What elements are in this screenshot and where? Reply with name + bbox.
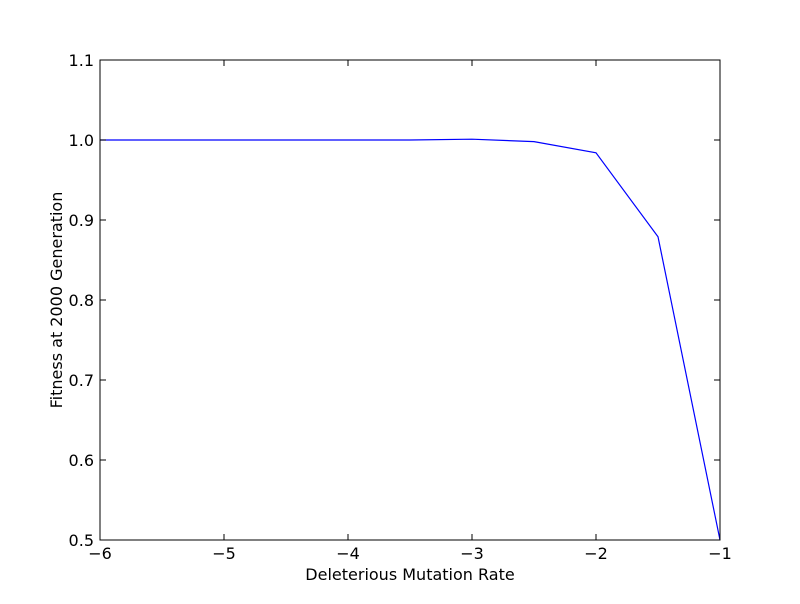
x-tick-label: −5: [212, 544, 236, 563]
x-tick-label: −2: [584, 544, 608, 563]
x-tick-label: −3: [460, 544, 484, 563]
y-tick-label: 0.9: [69, 211, 94, 230]
y-tick-label: 0.6: [69, 451, 94, 470]
series-line-0: [100, 138, 721, 541]
x-tick-label: −4: [336, 544, 360, 563]
y-tick-label: 0.8: [69, 291, 94, 310]
y-tick-label: 1.1: [69, 51, 94, 70]
y-axis-label: Fitness at 2000 Generation: [47, 192, 66, 409]
x-tick-label: −6: [88, 544, 112, 563]
x-tick-label: −1: [708, 544, 732, 563]
axis-ticks: [99, 59, 721, 541]
y-tick-label: 0.7: [69, 371, 94, 390]
x-axis-label: Deleterious Mutation Rate: [305, 565, 514, 584]
axes-frame: [99, 59, 721, 541]
y-tick-label: 0.5: [69, 531, 94, 550]
tick-labels: −6 −5 −4 −3 −2 −1 0.5 0.6 0.7 0.8 0.9 1.0 1.1: [69, 51, 732, 563]
y-tick-label: 1.0: [69, 131, 94, 150]
plot-area: [100, 138, 721, 541]
